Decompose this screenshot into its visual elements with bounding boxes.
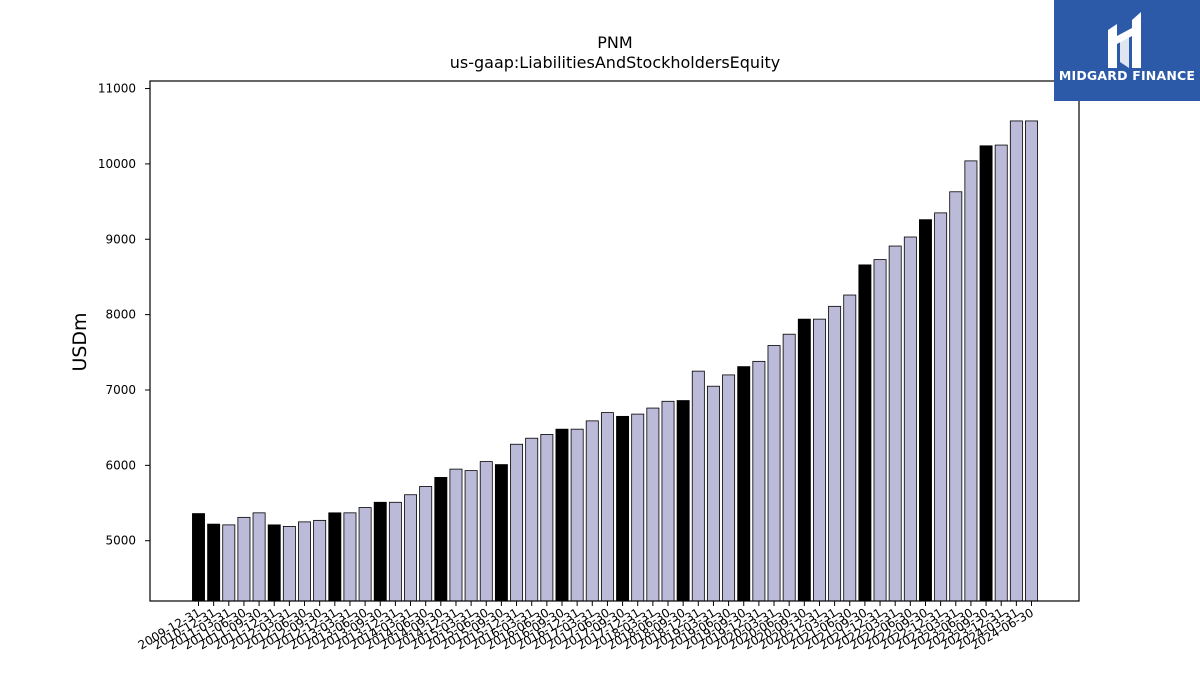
bar-2016-12-31: [570, 428, 584, 602]
chart-subtitle: us-gaap:LiabilitiesAndStockholdersEquity: [450, 53, 781, 72]
bar-2011-03-31: [222, 524, 236, 602]
bar-2022-12-31: [934, 212, 948, 602]
y-tick-label: 6000: [105, 458, 136, 472]
y-tick-label: 5000: [105, 534, 136, 548]
bar-2011-09-30: [252, 512, 266, 602]
y-tick-label: 9000: [105, 232, 136, 246]
y-axis-label: USDm: [69, 312, 91, 371]
bar-2013-03-31: [343, 512, 357, 602]
plot-frame: [149, 80, 1080, 602]
y-tick-label: 10000: [98, 157, 136, 171]
bar-2019-06-30: [722, 374, 736, 602]
y-tick-label: 11000: [98, 82, 136, 96]
bar-2020-06-30: [782, 333, 796, 602]
bar-2014-09-30: [434, 477, 448, 602]
bar-2014-12-31: [449, 468, 463, 602]
bar-2012-06-30: [298, 521, 311, 602]
bar-2015-12-31: [510, 443, 524, 602]
y-axis: 5000 6000 7000 8000 9000 10000 11000: [98, 82, 150, 548]
bar-2018-06-30: [661, 400, 675, 602]
bar-2015-09-30: [494, 464, 508, 602]
bar-2013-06-30: [358, 507, 372, 602]
bar-2015-06-30: [479, 461, 493, 602]
bar-2020-03-31: [767, 345, 781, 602]
bar-2019-09-30: [737, 366, 751, 602]
bar-2023-09-30: [979, 145, 993, 602]
brand-name: MIDGARD FINANCE: [1058, 68, 1196, 83]
bar-2020-12-31: [813, 318, 826, 602]
bar-2013-12-31: [388, 501, 402, 602]
bar-2024-03-31: [1009, 120, 1023, 602]
bar-2021-09-30: [858, 264, 872, 602]
bars-group: [192, 120, 1038, 602]
y-tick-label: 8000: [105, 308, 136, 322]
bar-2019-03-31: [706, 385, 720, 602]
chart-title: PNM: [597, 33, 632, 52]
midgard-logo-icon: [1108, 12, 1141, 68]
bar-2022-06-30: [903, 236, 917, 602]
bar-2022-03-31: [888, 245, 902, 602]
bar-2012-12-31: [328, 512, 342, 602]
bar-2012-09-30: [313, 519, 327, 602]
bar-2020-09-30: [797, 318, 811, 602]
bar-2014-06-30: [419, 486, 433, 602]
bar-2017-03-31: [585, 420, 599, 602]
bar-2023-06-30: [964, 160, 978, 602]
y-tick-label: 7000: [105, 383, 136, 397]
bar-2022-09-30: [919, 219, 932, 602]
bar-2015-03-31: [464, 470, 478, 602]
bar-2018-03-31: [646, 407, 660, 602]
bar-2018-12-31: [691, 370, 705, 602]
bar-2023-03-31: [949, 191, 963, 602]
bar-2009-12-31: [192, 513, 205, 602]
bar-2013-09-30: [373, 501, 387, 602]
bar-2016-09-30: [555, 428, 569, 602]
bar-2023-12-31: [994, 144, 1008, 602]
bar-2011-12-31: [267, 524, 281, 602]
bar-2011-06-30: [237, 516, 251, 602]
bar-2019-12-31: [752, 360, 766, 602]
bar-2017-06-30: [600, 412, 614, 602]
bar-2017-12-31: [631, 413, 645, 602]
bar-2021-12-31: [873, 259, 887, 602]
bar-2017-09-30: [616, 415, 630, 602]
bar-2016-03-31: [525, 437, 539, 602]
bar-2014-03-31: [404, 494, 418, 602]
bar-2012-03-31: [282, 525, 296, 602]
bar-2021-06-30: [843, 294, 857, 602]
bar-2021-03-31: [828, 305, 842, 602]
bar-2016-06-30: [540, 434, 554, 602]
bar-2010-12-31: [207, 523, 221, 602]
bar-2024-06-30: [1025, 120, 1038, 602]
x-axis: 2009-12-312010-12-312011-03-312011-06-30…: [136, 601, 1036, 652]
bar-2018-09-30: [676, 400, 690, 602]
brand-logo: MIDGARD FINANCE: [1054, 0, 1200, 101]
